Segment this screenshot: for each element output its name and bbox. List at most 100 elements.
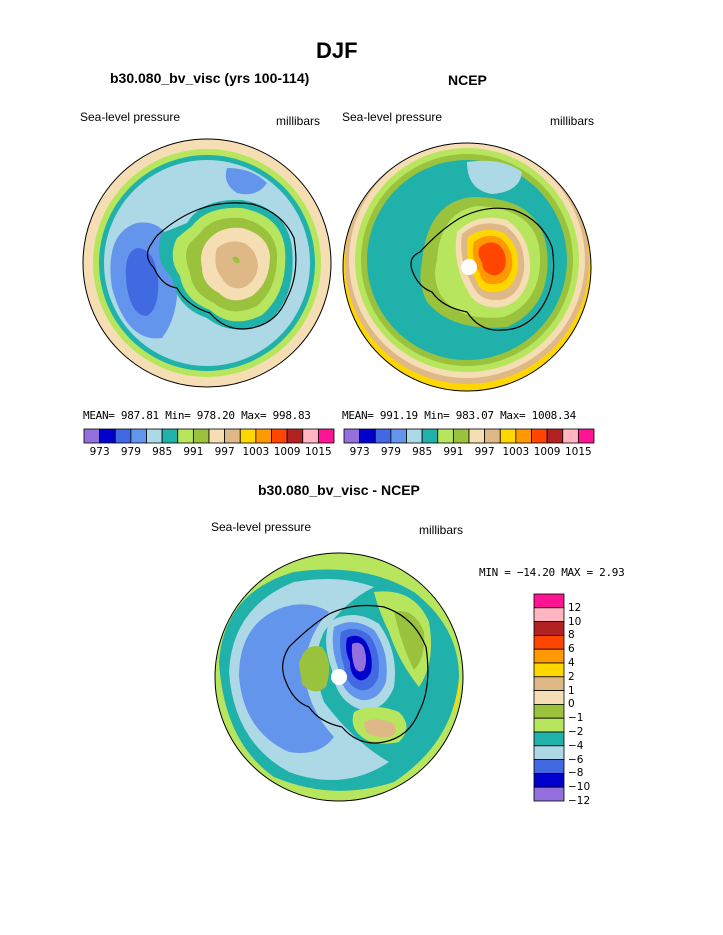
colorbar-swatch [533,676,565,692]
colorbar-swatch [317,428,335,444]
colorbar-swatch [562,428,579,444]
colorbar-swatch [515,428,532,444]
colorbar-swatch [208,428,226,444]
colorbar-tick-label: 1009 [533,446,561,458]
colorbar-swatch [83,428,101,444]
panel3-stats: MIN = −14.20 MAX = 2.93 [479,566,625,579]
colorbar-tick-label: −10 [568,781,591,794]
contour-fill [125,248,159,316]
colorbar-swatch [271,428,288,444]
panel3-heading: b30.080_bv_visc - NCEP [258,482,420,498]
panel2-heading: NCEP [448,72,487,88]
panel2-stats: MEAN= 991.19 Min= 983.07 Max= 1008.34 [342,409,576,422]
panel1-colorbar-ticks: 973 979 985 991 997 1003 1009 1015 [84,446,334,460]
colorbar-swatch [146,428,163,444]
colorbar-tick-label: −6 [568,753,584,766]
colorbar-swatch [192,428,210,444]
colorbar-swatch [533,717,565,733]
colorbar-tick-label: 1003 [502,446,530,458]
colorbar-tick-label: 8 [568,629,575,642]
colorbar-swatch [359,428,376,444]
colorbar-tick-label: 0 [568,698,575,711]
contour-fill [215,241,258,289]
colorbar-tick-label: −2 [568,726,584,738]
colorbar-swatch [255,428,272,444]
contour-fill [239,604,334,753]
pole-marker [461,259,477,275]
colorbar-swatch [343,428,361,444]
coastline [282,604,429,744]
colorbar-swatch [468,428,486,444]
colorbar-swatch [421,428,439,444]
panel3-colorbar [533,593,565,802]
contour-fill [232,256,240,264]
contour-fill [225,168,267,195]
map-boundary [342,142,592,392]
colorbar-swatch [533,731,565,747]
coastline [146,202,297,330]
colorbar-swatch [239,428,257,444]
colorbar-swatch [114,428,132,444]
colorbar-tick-label: 10 [568,615,582,628]
colorbar-swatch [533,745,565,761]
panel1-heading: b30.080_bv_visc (yrs 100-114) [110,70,310,86]
colorbar-tick-label: 997 [214,446,235,458]
colorbar-swatch [302,428,319,444]
colorbar-swatch [177,428,194,444]
colorbar-tick-label: 985 [412,446,433,458]
colorbar-tick-label: −8 [568,767,584,780]
colorbar-tick-label: 12 [568,601,582,614]
map-boundary [82,138,332,388]
colorbar-tick-label: 4 [568,657,575,669]
colorbar-swatch [533,786,565,802]
colorbar-swatch [161,428,179,444]
colorbar-swatch [533,662,565,678]
colorbar-tick-label: −1 [568,712,584,725]
map-boundary [214,552,464,802]
colorbar-swatch [533,607,565,623]
panel2-units-label: millibars [550,114,595,128]
pole-marker [331,669,347,685]
panel3-units-label: millibars [419,523,464,537]
colorbar-swatch [533,593,565,609]
colorbar-swatch [224,428,241,444]
colorbar-tick-label: 1015 [305,446,332,458]
contour-fill [299,646,330,692]
colorbar-swatch [286,428,304,444]
colorbar-swatch [437,428,454,444]
colorbar-swatch [484,428,501,444]
contour-fill [467,160,522,194]
colorbar-swatch [99,428,116,444]
colorbar-tick-label: −4 [568,739,584,752]
colorbar-swatch [533,759,565,774]
panel1-variable-label: Sea-level pressure [80,110,181,124]
colorbar-swatch [533,704,565,719]
colorbar-swatch [533,690,565,705]
colorbar-tick-label: 979 [380,446,401,458]
colorbar-swatch [499,428,517,444]
colorbar-swatch [406,428,423,444]
colorbar-tick-label: 997 [474,446,495,458]
panel2-polar-map [342,142,592,392]
panel1-colorbar [83,428,335,444]
colorbar-swatch [390,428,407,444]
colorbar-tick-label: 1 [568,684,575,697]
colorbar-tick-label: 973 [349,446,370,458]
colorbar-swatch [130,428,147,444]
panel3-variable-label: Sea-level pressure [211,520,312,534]
panel2-colorbar-ticks: 973 979 985 991 997 1003 1009 1015 [344,446,594,460]
contour-fill [478,242,506,276]
panel1-units-label: millibars [276,114,321,128]
panel3-colorbar-ticks: 12 10 8 6 4 2 1 0 −1 −2 −4 −6 −8 −10 −12 [568,594,608,807]
contour-fill [394,611,425,670]
colorbar-tick-label: 2 [568,670,575,683]
colorbar-tick-label: 1003 [242,446,270,458]
panel2-colorbar [343,428,595,444]
colorbar-swatch [452,428,470,444]
colorbar-tick-label: 979 [120,446,141,458]
colorbar-tick-label: 1015 [565,446,592,458]
contour-fill [351,642,366,672]
colorbar-tick-label: −12 [568,795,591,807]
colorbar-tick-label: 991 [443,446,464,458]
page-title: DJF [316,38,358,63]
